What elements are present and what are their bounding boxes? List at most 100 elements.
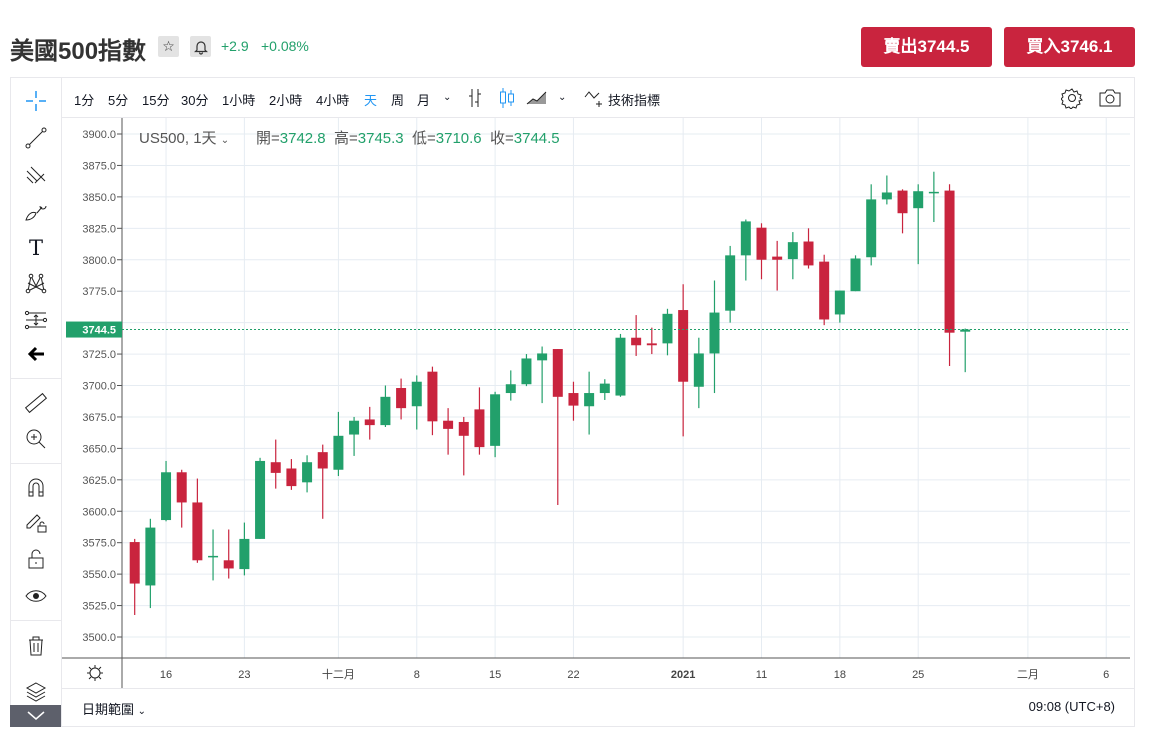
x-tick-label: 11 [756,669,767,681]
candle-body [662,313,673,344]
candle-body [192,502,203,561]
candle-body [255,460,266,539]
candle-body [208,555,219,558]
favorite-star-icon[interactable]: ☆ [158,36,179,57]
x-tick-label: 15 [489,669,501,681]
y-tick-label: 3550.0 [82,569,116,581]
timeframe-1h[interactable]: 1小時 [222,93,256,108]
close-value: 3744.5 [513,130,560,147]
date-range-button[interactable]: 日期範圍 ⌄ [82,702,147,717]
x-tick-label: 23 [238,669,250,681]
timeframe-month[interactable]: 月 [417,93,431,108]
settings-gear-icon[interactable] [1061,87,1083,109]
layers-icon[interactable] [23,678,49,704]
candle-body [913,191,924,209]
candle-chart-type-icon[interactable] [498,87,516,109]
candle-body [239,538,250,570]
y-tick-label: 3675.0 [82,412,116,424]
candle-body [850,258,861,292]
camera-icon[interactable] [1098,88,1122,108]
zoom-in-icon[interactable] [23,426,49,452]
trend-line-icon[interactable] [23,125,49,151]
candle-body [129,542,140,584]
candle-body [928,191,939,194]
bell-icon[interactable] [190,36,211,57]
candle-body [678,310,689,382]
low-value: 3710.6 [435,130,482,147]
eye-icon[interactable] [23,583,49,609]
candle-body [584,393,595,407]
last-price-label: 3744.5 [82,325,116,337]
y-tick-label: 3825.0 [82,223,116,235]
fib-tool-icon[interactable] [23,162,49,188]
candle-body [349,420,360,435]
unlock-icon[interactable] [23,546,49,572]
crosshair-icon[interactable] [23,88,49,114]
high-value: 3745.3 [357,130,404,147]
timeframe-30m[interactable]: 30分 [181,93,209,108]
pattern-tool-icon[interactable] [23,270,49,296]
symbol-interval-selector[interactable]: US500, 1天 ⌄ [139,130,230,147]
back-arrow-icon[interactable] [23,341,49,367]
brush-icon[interactable] [23,199,49,225]
timeframe-1m[interactable]: 1分 [74,93,95,108]
timeframe-week[interactable]: 周 [391,93,405,108]
timeframe-15m[interactable]: 15分 [142,93,170,108]
timeframe-2h[interactable]: 2小時 [269,93,303,108]
candlestick-chart[interactable]: 3500.0 3525.0 3550.0 3575.0 3600.0 3625.0 3650… [62,118,1135,688]
candle-body [474,409,485,448]
trash-icon[interactable] [23,633,49,659]
y-tick-label: 3575.0 [82,538,116,550]
symbol-label: US500, 1天 [139,130,217,147]
x-tick-label: 二月 [1017,669,1039,681]
timeframe-5m[interactable]: 5分 [108,93,129,108]
candle-body [834,290,845,315]
timeframe-day[interactable]: 天 [364,93,378,108]
measure-range-icon[interactable] [23,307,49,333]
y-tick-label: 3700.0 [82,381,116,393]
candle-body [787,242,798,260]
ruler-icon[interactable] [23,390,49,416]
sell-button[interactable]: 賣出3744.5 [861,27,992,67]
indicators-button[interactable]: 技術指標 [608,93,661,108]
candle-body [380,396,391,426]
y-tick-label: 3800.0 [82,255,116,267]
y-tick-label: 3625.0 [82,475,116,487]
candle-body [270,462,281,473]
lock-drawings-icon[interactable] [23,510,49,536]
bar-chart-type-icon[interactable] [467,88,483,108]
candle-body [740,221,751,256]
buy-button[interactable]: 買入3746.1 [1004,27,1135,67]
candle-body [505,384,516,394]
y-tick-label: 3525.0 [82,601,116,613]
candle-body [302,462,313,483]
low-label: 低= [412,130,436,147]
candle-body [646,343,657,346]
y-tick-label: 3875.0 [82,160,116,172]
magnet-icon[interactable] [23,475,49,501]
text-tool-icon[interactable]: T [28,236,43,260]
chevron-down-icon[interactable]: ⌄ [443,92,452,103]
axis-settings-icon[interactable] [87,665,103,681]
ohlc-legend: 開=3742.8 高=3745.3 低=3710.6 收=3744.5 [256,127,560,148]
page-title: 美國500指數 [10,38,147,65]
x-tick-label: 8 [414,669,420,681]
indicators-icon[interactable] [584,88,606,108]
y-tick-label: 3775.0 [82,286,116,298]
open-value: 3742.8 [279,130,326,147]
candle-body [458,421,469,436]
chart-toolbar: 1分 5分 15分 30分 1小時 2小時 4小時 天 周 月 ⌄ ⌄ 技術指標 [62,78,1135,118]
candle-body [286,468,297,487]
y-tick-label: 3850.0 [82,192,116,204]
area-chart-type-icon[interactable] [526,90,548,106]
x-tick-label: 十二月 [322,667,355,681]
timezone-clock[interactable]: 09:08 (UTC+8) [1028,699,1115,714]
candle-body [443,420,454,429]
timeframe-4h[interactable]: 4小時 [316,93,350,108]
price-change: +2.9 [221,38,249,54]
price-change-percent: +0.08% [261,38,309,54]
expand-toolbar-button[interactable] [10,705,61,727]
chevron-down-icon[interactable]: ⌄ [558,92,567,103]
last-price-badge [66,321,122,338]
candle-body [631,337,642,346]
